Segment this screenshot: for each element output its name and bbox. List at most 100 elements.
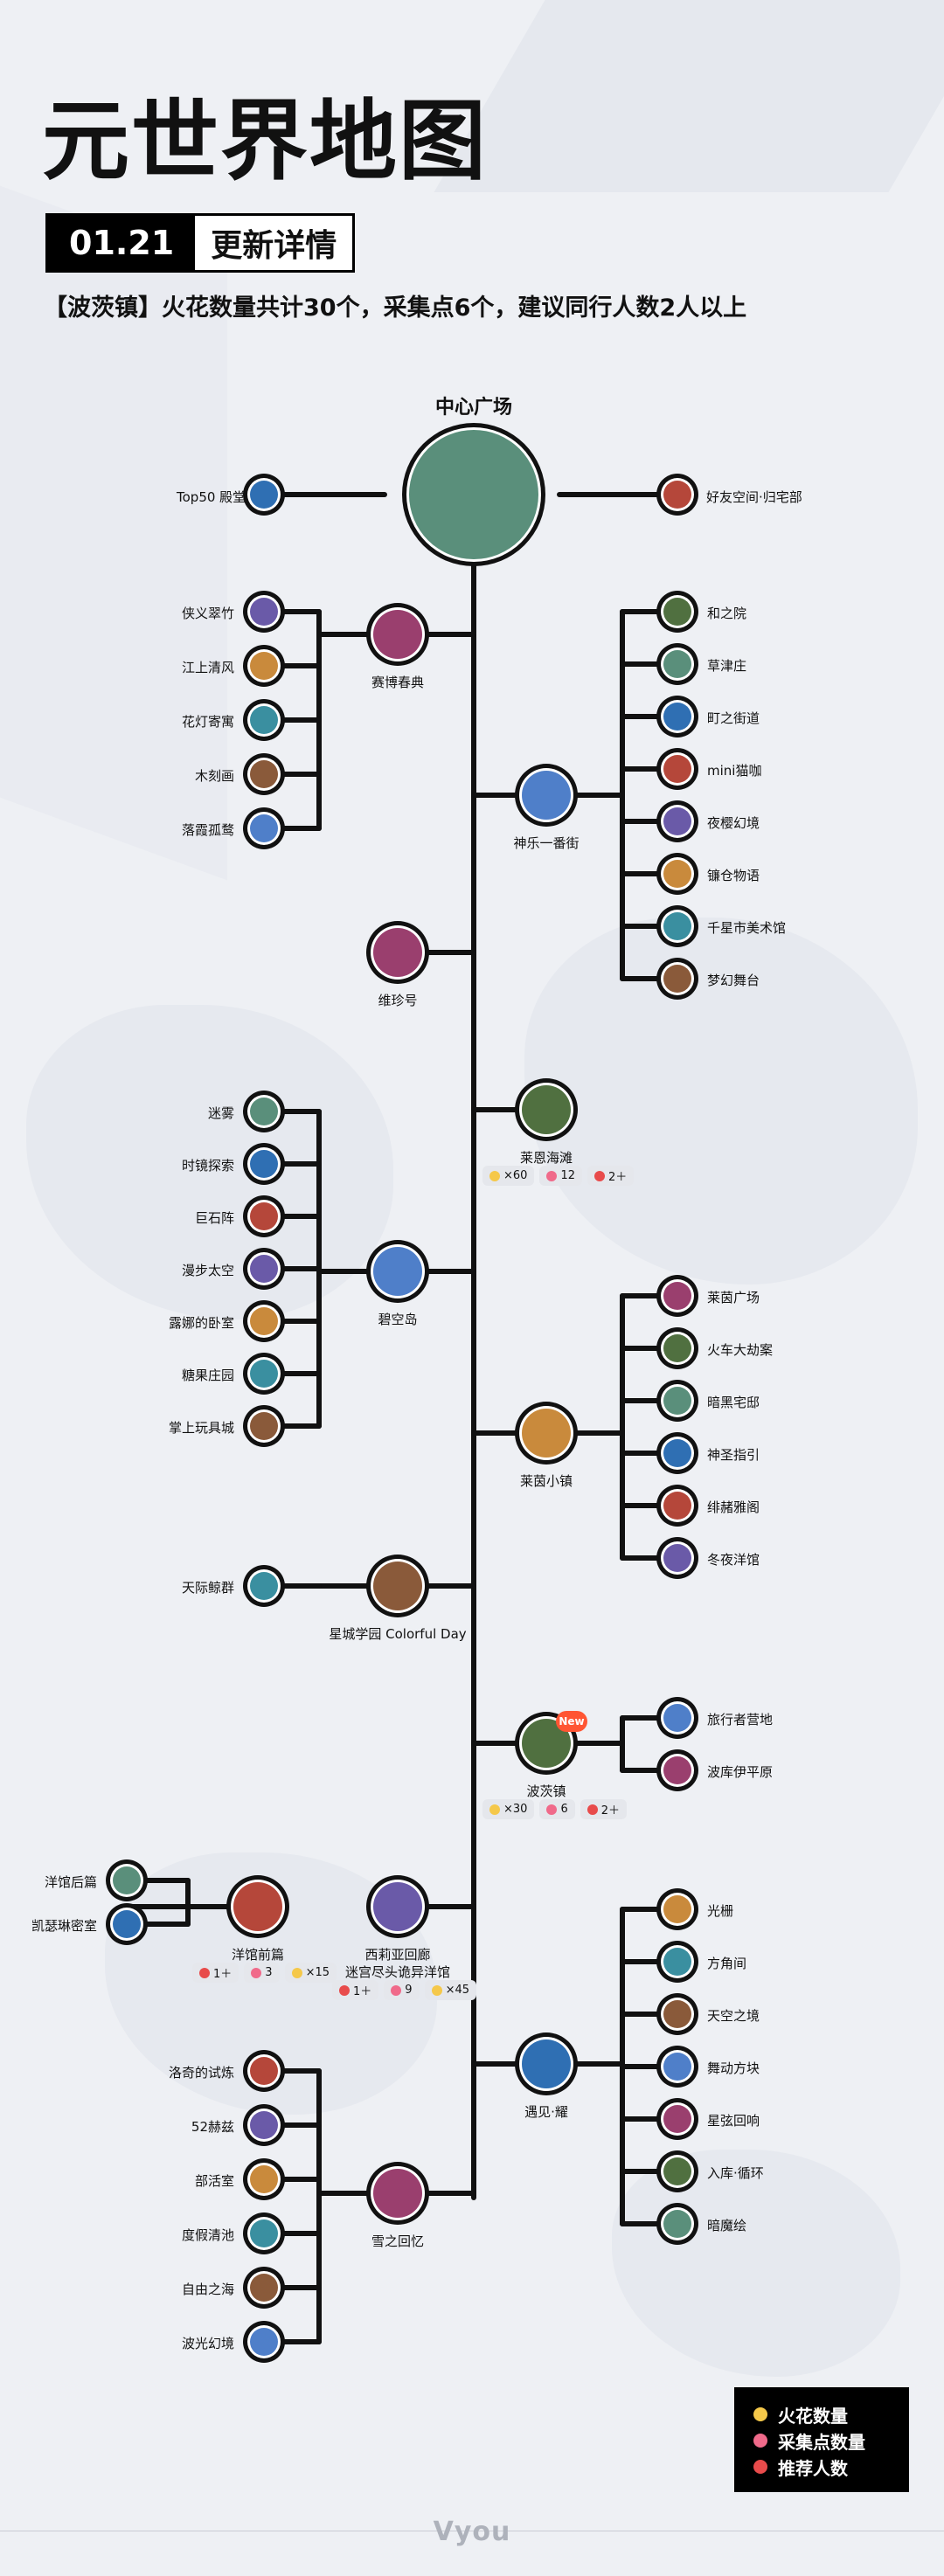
stat-people: 2＋ — [587, 1166, 635, 1186]
child-label: 波光幻境 — [181, 2336, 234, 2351]
child-label: 自由之海 — [181, 2282, 234, 2297]
child-node-saibo-4[interactable] — [243, 807, 285, 849]
hub-label-shenle: 神乐一番街 — [513, 835, 580, 851]
collect-icon — [546, 1170, 558, 1181]
child-node-xingcheng-0[interactable] — [243, 1565, 285, 1607]
child-label: 冬夜洋馆 — [707, 1552, 760, 1568]
child-node-shenle-1[interactable] — [656, 643, 698, 685]
friend-space-node[interactable] — [656, 474, 698, 516]
bg-world-blob — [524, 918, 918, 1285]
hub-node-xuezhi[interactable] — [366, 2162, 429, 2225]
child-node-xuezhi-3[interactable] — [243, 2212, 285, 2254]
hub-node-weizhen[interactable] — [366, 921, 429, 984]
hub-label-saibo: 赛博春典 — [371, 675, 425, 690]
hub-label-laiyin: 莱茵小镇 — [519, 1473, 573, 1489]
child-node-laiyin-5[interactable] — [656, 1537, 698, 1579]
child-label: 时镜探索 — [181, 1158, 234, 1174]
stat-chips: 1＋ 3 ×15 — [192, 1963, 337, 1983]
stat-people: 1＋ — [192, 1963, 239, 1983]
child-node-laiyin-1[interactable] — [656, 1327, 698, 1369]
friend-space-label: 好友空间·归宅部 — [706, 489, 802, 505]
stat-spark: ×15 — [284, 1963, 337, 1983]
hub-node-laiyin[interactable] — [515, 1402, 578, 1465]
center-square-node[interactable] — [402, 423, 545, 566]
child-node-yangguan-1[interactable] — [106, 1903, 148, 1945]
stat-people: 1＋ — [332, 1980, 379, 2000]
child-node-laiyin-3[interactable] — [656, 1432, 698, 1474]
spark-icon — [489, 1170, 500, 1181]
child-node-yujian-4[interactable] — [656, 2098, 698, 2140]
spark-icon — [431, 1984, 442, 1996]
child-node-saibo-1[interactable] — [243, 645, 285, 687]
child-node-boci-0[interactable] — [656, 1697, 698, 1739]
update-date: 01.21 — [48, 216, 196, 270]
hub-node-xingcheng[interactable] — [366, 1555, 429, 1617]
child-node-xuezhi-0[interactable] — [243, 2050, 285, 2092]
child-node-laiyin-4[interactable] — [656, 1485, 698, 1527]
child-node-xuezhi-4[interactable] — [243, 2267, 285, 2309]
child-label: 漫步太空 — [181, 1263, 234, 1278]
child-label: 露娜的卧室 — [168, 1315, 234, 1331]
child-node-yujian-2[interactable] — [656, 1993, 698, 2035]
child-node-shenle-7[interactable] — [656, 958, 698, 1000]
child-node-saibo-2[interactable] — [243, 699, 285, 741]
hub-label-boci: 波茨镇 — [526, 1783, 566, 1799]
child-node-yujian-5[interactable] — [656, 2150, 698, 2192]
child-node-saibo-0[interactable] — [243, 591, 285, 633]
child-label: 糖果庄园 — [181, 1368, 234, 1383]
child-node-bikong-2[interactable] — [243, 1195, 285, 1237]
child-node-yujian-0[interactable] — [656, 1888, 698, 1930]
child-label: 光栅 — [707, 1903, 734, 1919]
hub-node-saibo[interactable] — [366, 603, 429, 666]
stat-chips: 1＋ 9 ×45 — [332, 1980, 476, 2000]
child-node-xuezhi-2[interactable] — [243, 2158, 285, 2200]
child-node-bikong-5[interactable] — [243, 1353, 285, 1395]
child-node-xuezhi-5[interactable] — [243, 2321, 285, 2363]
child-label: 52赫兹 — [191, 2119, 234, 2135]
child-node-laiyin-2[interactable] — [656, 1380, 698, 1422]
update-summary: 【波茨镇】火花数量共计30个，采集点6个，建议同行人数2人以上 — [44, 294, 747, 322]
stat-chips: ×60 12 2＋ — [482, 1166, 635, 1186]
child-node-bikong-4[interactable] — [243, 1300, 285, 1342]
child-label: 千星市美术馆 — [707, 920, 787, 936]
hub-label-weizhen: 维珍号 — [378, 993, 418, 1008]
hub-node-laien_beach[interactable] — [515, 1078, 578, 1141]
child-node-laiyin-0[interactable] — [656, 1275, 698, 1317]
child-label: 舞动方块 — [707, 2060, 760, 2076]
child-node-saibo-3[interactable] — [243, 753, 285, 795]
hub-node-yujian[interactable] — [515, 2032, 578, 2095]
child-node-yujian-3[interactable] — [656, 2046, 698, 2088]
child-node-yujian-6[interactable] — [656, 2203, 698, 2245]
hub-node-shenle[interactable] — [515, 764, 578, 827]
child-node-bikong-1[interactable] — [243, 1143, 285, 1185]
child-label: 入库·循环 — [707, 2165, 764, 2181]
hub-node-xiliya[interactable] — [366, 1875, 429, 1938]
hub-label-yangguan: 洋馆前篇 — [231, 1947, 285, 1963]
hub-node-bikong[interactable] — [366, 1240, 429, 1303]
spark-icon — [291, 1967, 302, 1978]
child-label: 部活室 — [194, 2173, 234, 2189]
child-node-shenle-4[interactable] — [656, 800, 698, 842]
child-node-bikong-6[interactable] — [243, 1405, 285, 1447]
child-node-xuezhi-1[interactable] — [243, 2104, 285, 2146]
child-node-shenle-0[interactable] — [656, 591, 698, 633]
top50-node[interactable] — [243, 474, 285, 516]
child-node-yangguan-0[interactable] — [106, 1859, 148, 1901]
hub-node-yangguan[interactable] — [226, 1875, 289, 1938]
child-node-yujian-1[interactable] — [656, 1941, 698, 1983]
collect-icon — [753, 2434, 767, 2448]
hub-label-laien_beach: 莱恩海滩 — [519, 1150, 573, 1166]
child-node-bikong-0[interactable] — [243, 1091, 285, 1132]
child-node-shenle-3[interactable] — [656, 748, 698, 790]
people-icon — [753, 2460, 767, 2474]
child-node-shenle-2[interactable] — [656, 696, 698, 737]
child-label: 江上清风 — [181, 660, 234, 675]
child-node-shenle-5[interactable] — [656, 853, 698, 895]
child-label: 巨石阵 — [194, 1210, 234, 1226]
hub-label-xingcheng: 星城学园 Colorful Day — [329, 1626, 467, 1642]
child-node-shenle-6[interactable] — [656, 905, 698, 947]
update-details-label: 更新详情 — [211, 228, 337, 264]
child-label: 绯赭雅阁 — [707, 1499, 760, 1515]
child-node-boci-1[interactable] — [656, 1749, 698, 1791]
child-node-bikong-3[interactable] — [243, 1248, 285, 1290]
